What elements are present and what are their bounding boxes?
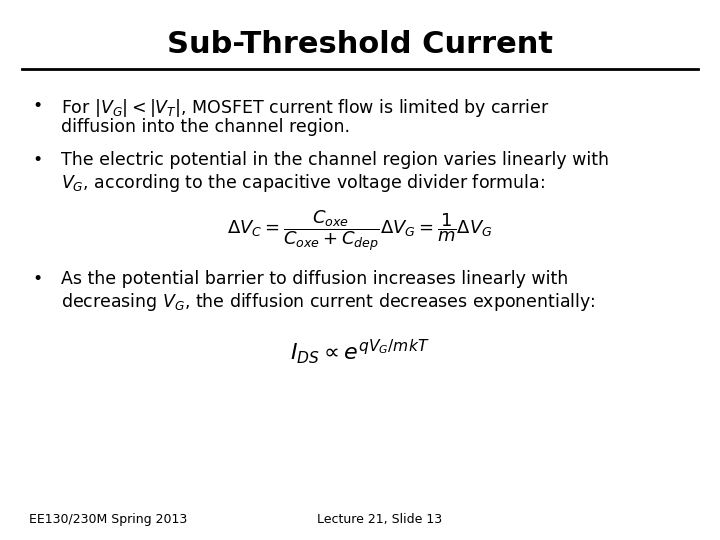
Text: $I_{DS} \propto e^{qV_G/mkT}$: $I_{DS} \propto e^{qV_G/mkT}$	[290, 338, 430, 366]
Text: $V_G$, according to the capacitive voltage divider formula:: $V_G$, according to the capacitive volta…	[61, 172, 545, 194]
Text: Lecture 21, Slide 13: Lecture 21, Slide 13	[317, 514, 442, 526]
Text: Sub-Threshold Current: Sub-Threshold Current	[167, 30, 553, 59]
Text: The electric potential in the channel region varies linearly with: The electric potential in the channel re…	[61, 151, 609, 169]
Text: •: •	[32, 97, 42, 115]
Text: •: •	[32, 270, 42, 288]
Text: $\Delta V_C = \dfrac{C_{oxe}}{C_{oxe}+C_{dep}}\Delta V_G = \dfrac{1}{m}\Delta V_: $\Delta V_C = \dfrac{C_{oxe}}{C_{oxe}+C_…	[227, 208, 493, 253]
Text: EE130/230M Spring 2013: EE130/230M Spring 2013	[29, 514, 187, 526]
Text: As the potential barrier to diffusion increases linearly with: As the potential barrier to diffusion in…	[61, 270, 569, 288]
Text: For $|V_G| < |V_T|$, MOSFET current flow is limited by carrier: For $|V_G| < |V_T|$, MOSFET current flow…	[61, 97, 550, 119]
Text: •: •	[32, 151, 42, 169]
Text: diffusion into the channel region.: diffusion into the channel region.	[61, 118, 350, 136]
Text: decreasing $V_G$, the diffusion current decreases exponentially:: decreasing $V_G$, the diffusion current …	[61, 291, 595, 313]
